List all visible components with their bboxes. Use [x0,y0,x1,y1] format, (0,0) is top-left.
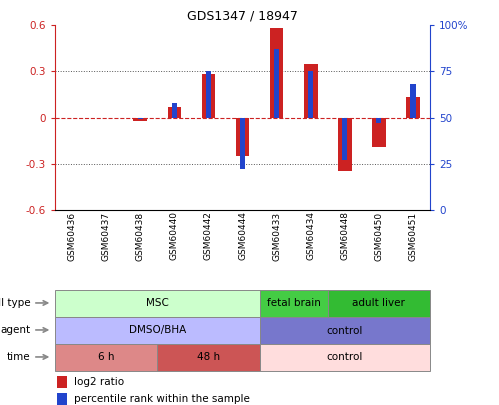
Bar [338,117,352,171]
Bar [274,49,279,117]
Text: log2 ratio: log2 ratio [74,377,125,387]
Text: percentile rank within the sample: percentile rank within the sample [74,394,250,404]
Bar [236,117,250,156]
Bar [202,75,215,117]
Text: control: control [326,352,363,362]
Text: 48 h: 48 h [197,352,220,362]
Bar [55,317,259,344]
Bar [376,117,381,123]
Bar [57,375,67,388]
Bar [328,290,430,317]
Bar [138,117,143,119]
Text: 6 h: 6 h [98,352,114,362]
Text: agent: agent [0,325,30,335]
Bar [55,344,157,371]
Text: adult liver: adult liver [352,298,405,309]
Bar [55,290,259,317]
Bar [57,393,67,405]
Text: time: time [6,352,30,362]
Bar [172,103,177,117]
Bar [372,117,386,147]
Text: DMSO/BHA: DMSO/BHA [129,326,186,335]
Bar [168,107,181,117]
Bar [259,290,328,317]
Bar [342,117,347,160]
Bar [133,117,147,121]
Bar [304,64,317,117]
Bar [206,71,211,117]
Bar [406,98,420,117]
Bar [410,84,416,117]
Text: cell type: cell type [0,298,30,308]
Bar [240,117,245,169]
Bar [270,28,283,117]
Text: fetal brain: fetal brain [266,298,320,309]
Text: MSC: MSC [146,298,169,309]
Bar [259,344,430,371]
Bar [259,317,430,344]
Text: control: control [326,326,363,335]
Title: GDS1347 / 18947: GDS1347 / 18947 [187,9,298,22]
Bar [308,71,313,117]
Bar [157,344,259,371]
